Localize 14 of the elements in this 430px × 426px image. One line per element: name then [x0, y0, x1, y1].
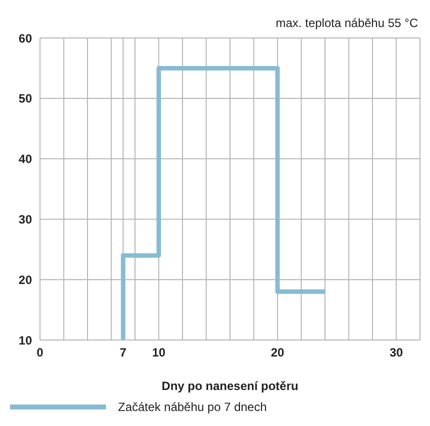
- y-tick-label: 50: [18, 92, 32, 106]
- x-tick-label: 30: [390, 346, 404, 360]
- y-tick-label: 60: [18, 31, 32, 46]
- y-tick-label: 40: [18, 152, 32, 166]
- x-tick-label: 20: [270, 346, 284, 360]
- x-tick-label: 0: [36, 346, 44, 360]
- y-tick-label: 30: [18, 212, 32, 226]
- x-tick-label: 10: [152, 346, 166, 360]
- x-tick-label: 7: [120, 346, 127, 360]
- x-axis-title: Dny po nanesení potěru: [162, 379, 298, 393]
- y-tick-label: 10: [18, 333, 32, 348]
- text: Začátek náběhu po 7 dnech: [118, 400, 267, 414]
- y-tick-label: 20: [18, 272, 32, 287]
- text: max. teplota náběhu 55 °C: [276, 16, 418, 30]
